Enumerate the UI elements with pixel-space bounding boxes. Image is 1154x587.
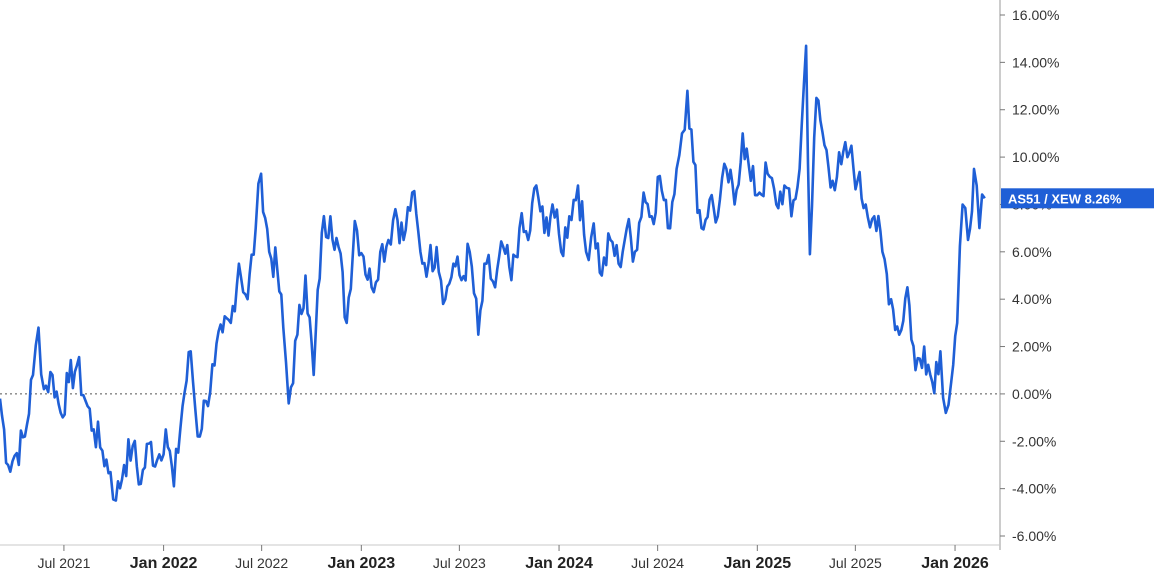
- x-tick-label: Jul 2025: [829, 555, 882, 571]
- x-tick-label: Jul 2024: [631, 555, 684, 571]
- y-tick-label: -6.00%: [1012, 528, 1056, 544]
- y-tick-label: 0.00%: [1012, 386, 1052, 402]
- last-value-badge-label: AS51 / XEW 8.26%: [1008, 191, 1122, 206]
- y-axis: 16.00%14.00%12.00%10.00%8.00%6.00%4.00%2…: [999, 0, 1059, 550]
- y-tick-label: 6.00%: [1012, 244, 1052, 260]
- x-tick-label: Jan 2026: [921, 555, 989, 572]
- y-tick-label: -4.00%: [1012, 481, 1056, 497]
- x-tick-label: Jul 2022: [235, 555, 288, 571]
- series-line: [0, 44, 986, 502]
- y-tick-label: 10.00%: [1012, 149, 1059, 165]
- last-value-badge: AS51 / XEW 8.26%: [1001, 188, 1154, 209]
- y-tick-label: -2.00%: [1012, 433, 1056, 449]
- y-tick-label: 14.00%: [1012, 54, 1059, 70]
- y-tick-label: 12.00%: [1012, 102, 1059, 118]
- x-tick-label: Jan 2024: [525, 555, 593, 572]
- x-tick-label: Jan 2025: [724, 555, 792, 572]
- x-tick-label: Jan 2023: [328, 555, 396, 572]
- x-tick-label: Jul 2023: [433, 555, 486, 571]
- x-tick-label: Jul 2021: [37, 555, 90, 571]
- y-tick-label: 2.00%: [1012, 339, 1052, 355]
- x-tick-label: Jan 2022: [130, 555, 198, 572]
- y-tick-label: 16.00%: [1012, 7, 1059, 23]
- plot-area: [0, 44, 1000, 502]
- y-tick-label: 4.00%: [1012, 291, 1052, 307]
- last-value-badge-bg: [1001, 188, 1154, 209]
- x-axis: Jul 2021 Jan 2022 Jul 2022 Jan 2023 Jul 2023…: [0, 544, 1000, 572]
